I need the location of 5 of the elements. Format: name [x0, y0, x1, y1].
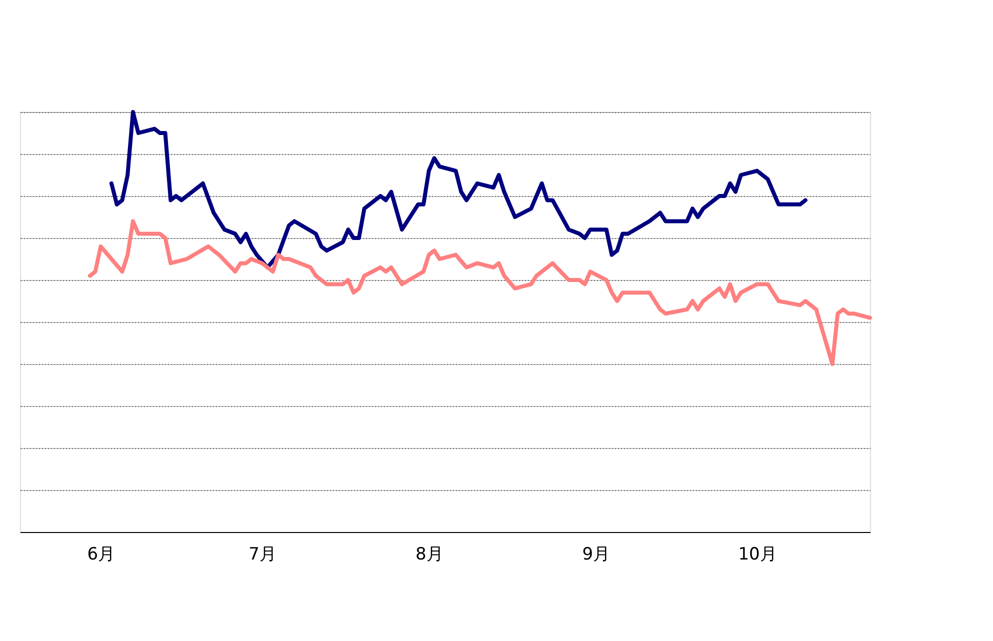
x-tick-label: 10月 [738, 544, 777, 564]
x-tick-label: 7月 [248, 544, 277, 564]
x-tick-label: 8月 [415, 544, 444, 564]
x-tick-label: 9月 [582, 544, 610, 564]
x-tick-label: 6月 [87, 544, 116, 564]
